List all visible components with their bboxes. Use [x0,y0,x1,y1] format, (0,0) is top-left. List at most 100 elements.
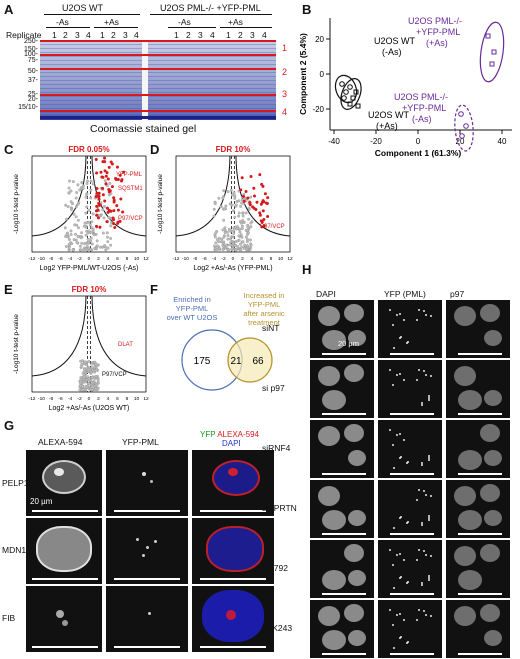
group-label-pml-plus-2: +YFP-PML [416,27,460,37]
pca-point-pml-as [485,33,491,39]
data-point [71,202,74,206]
data-point [89,188,93,192]
data-point-significant [112,209,116,213]
pca-xtick: -40 [328,137,340,146]
data-point [220,237,224,241]
x-tick: -2 [77,256,82,262]
x-tick: 4 [107,256,110,262]
h-micrograph [310,540,374,598]
data-point-significant [239,188,243,192]
data-point-significant [107,188,111,192]
g-pelp1-alexa [26,450,102,516]
h-micrograph [446,480,510,538]
data-point [66,235,70,239]
ellipse-wt-minus [334,74,358,104]
data-point [233,194,237,198]
data-point [222,235,226,239]
scale-bar [390,413,434,415]
data-point [67,242,71,246]
pca-point-wt-as [350,95,356,101]
x-tick: 4 [107,396,110,402]
data-point [225,230,229,234]
data-point-significant [112,198,116,202]
data-point [249,221,253,225]
data-point [106,246,110,250]
g-mdn1-alexa [26,518,102,584]
replicate-number: 4 [134,30,139,40]
panel-letter-e: E [4,282,13,297]
data-point [81,359,85,363]
x-tick: 2 [97,256,100,262]
data-point [221,228,225,232]
data-point-significant [258,173,262,177]
data-point-significant [263,192,267,196]
panel-letter-f: F [150,282,158,297]
pca-xtick: 40 [498,137,507,146]
pca-point-pml [459,133,465,139]
gel-header-line-pml [150,14,272,15]
data-point [79,380,83,384]
venn-overlap-count: 21 [230,356,242,367]
venn-right-text-2: YFP-PML [248,300,281,309]
g-col-yfp: YFP-PML [122,437,159,447]
x-tick: -10 [182,256,189,262]
data-point [75,241,79,245]
data-point [71,180,75,184]
data-point [241,211,245,215]
data-point-significant [116,208,120,212]
data-point-significant [94,194,98,198]
data-point-significant [95,204,99,208]
data-point [64,245,68,248]
data-point [104,248,108,252]
data-point [228,202,232,206]
data-point-significant [101,160,105,164]
data-point [74,232,77,236]
data-point [223,226,227,230]
data-point [247,217,251,221]
data-point-significant [255,200,259,204]
data-point [91,182,95,186]
pca-ytick: 20 [315,35,324,44]
data-point-significant [242,199,246,203]
x-tick: -6 [58,256,63,262]
h-micrograph [310,600,374,658]
data-point [215,248,219,252]
data-point [85,182,89,186]
protein-label: SQSTM1 [118,186,143,192]
replicate-number: 3 [198,30,203,40]
data-point-significant [103,199,107,203]
data-point [234,248,238,252]
scale-bar [458,413,502,415]
panel-letter-c: C [4,142,14,157]
x-tick: -4 [68,396,73,402]
data-point [69,189,73,193]
data-point [84,371,87,375]
scale-bar [390,353,434,355]
pca-xtick: 0 [416,137,421,146]
data-point-significant [107,165,111,169]
x-tick: 6 [260,256,263,262]
data-point [64,203,68,207]
data-point [89,236,93,240]
x-tick: 8 [126,396,129,402]
panel-letter-h: H [302,262,312,277]
data-point-significant [104,182,108,186]
data-point [79,376,83,380]
data-point [214,241,218,245]
fraction-cut-1 [40,54,276,56]
data-point [84,233,88,237]
data-point [247,206,251,210]
data-point [85,193,89,197]
g-fib-yfp [106,586,188,652]
group-label-wt-plus-2: (+As) [376,121,398,131]
g-mdn1-merge [192,518,274,584]
data-point [80,181,84,184]
g-pelp1-merge [192,450,274,516]
x-tick: 12 [287,256,293,262]
data-point [72,212,76,216]
data-point-significant [113,225,117,229]
scale-bar [390,473,434,475]
data-point [95,244,99,248]
g-mdn1-yfp [106,518,188,584]
data-point [247,231,250,235]
